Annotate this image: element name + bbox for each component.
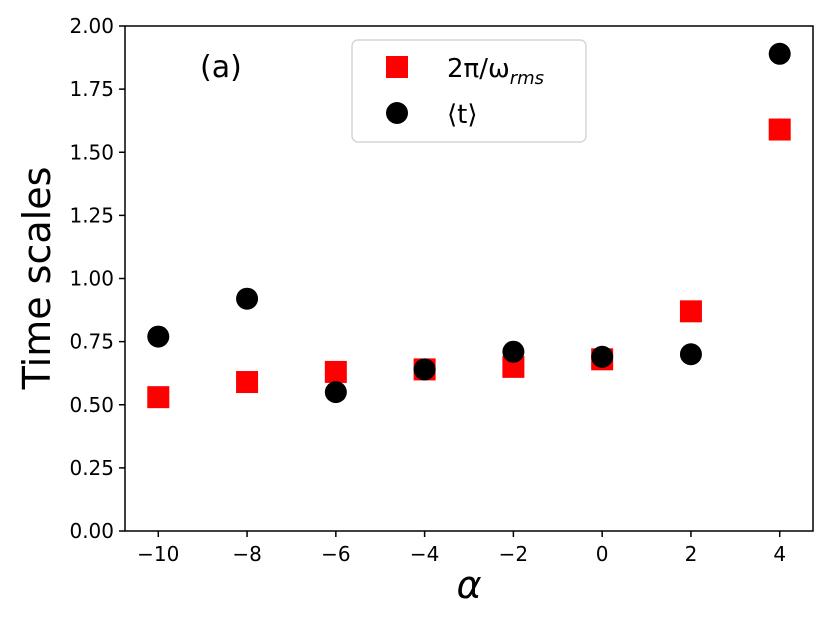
data-point-circle: [413, 358, 436, 381]
y-tick-label: 0.00: [69, 519, 114, 543]
x-tick-label: −2: [499, 542, 528, 566]
data-point-square: [236, 371, 259, 394]
data-point-square: [147, 386, 170, 409]
y-tick-label: 2.00: [69, 14, 114, 38]
x-tick-label: −4: [410, 542, 439, 566]
x-tick-label: −6: [321, 542, 350, 566]
y-tick-label: 0.75: [69, 330, 114, 354]
legend-label-series-2: ⟨t⟩: [447, 100, 477, 130]
y-axis-label: Time scales: [15, 167, 59, 391]
data-point-circle: [591, 345, 614, 368]
x-axis-label: α: [456, 563, 481, 607]
y-tick-label: 1.25: [69, 203, 114, 227]
legend-label-series-1: 2π/ωrms: [447, 54, 544, 89]
data-point-circle: [502, 340, 525, 363]
panel-label: (a): [200, 50, 242, 85]
data-point-circle: [768, 42, 791, 65]
x-tick-label: 4: [773, 542, 786, 566]
y-tick-label: 0.25: [69, 456, 114, 480]
data-point-square: [324, 360, 347, 383]
data-point-square: [679, 300, 702, 323]
x-tick-label: −10: [137, 542, 179, 566]
data-point-square: [502, 355, 525, 378]
y-tick-label: 0.50: [69, 393, 114, 417]
data-series: [147, 42, 791, 409]
data-point-square: [768, 118, 791, 141]
legend-box: [351, 39, 587, 143]
data-point-circle: [679, 343, 702, 366]
legend-marker-circle: [386, 102, 408, 124]
y-axis: 0.00 0.25 0.50 0.75 1.00 1.25 1.50 1.75 2.00: [69, 14, 125, 543]
y-tick-label: 1.00: [69, 267, 114, 291]
data-point-circle: [236, 287, 259, 310]
legend-label-series-1-main: 2π/ω: [447, 54, 510, 84]
x-axis: −10 −8 −6 −4 −2 0 2 4: [137, 531, 786, 566]
x-tick-label: 0: [596, 542, 609, 566]
y-tick-label: 1.50: [69, 140, 114, 164]
legend: 2π/ωrms ⟨t⟩: [351, 39, 587, 143]
data-point-circle: [324, 381, 347, 404]
data-point-circle: [147, 325, 170, 348]
legend-label-series-1-sub: rms: [510, 68, 544, 89]
x-tick-label: −8: [232, 542, 261, 566]
x-tick-label: 2: [685, 542, 698, 566]
legend-marker-square: [386, 56, 408, 78]
y-tick-label: 1.75: [69, 77, 114, 101]
